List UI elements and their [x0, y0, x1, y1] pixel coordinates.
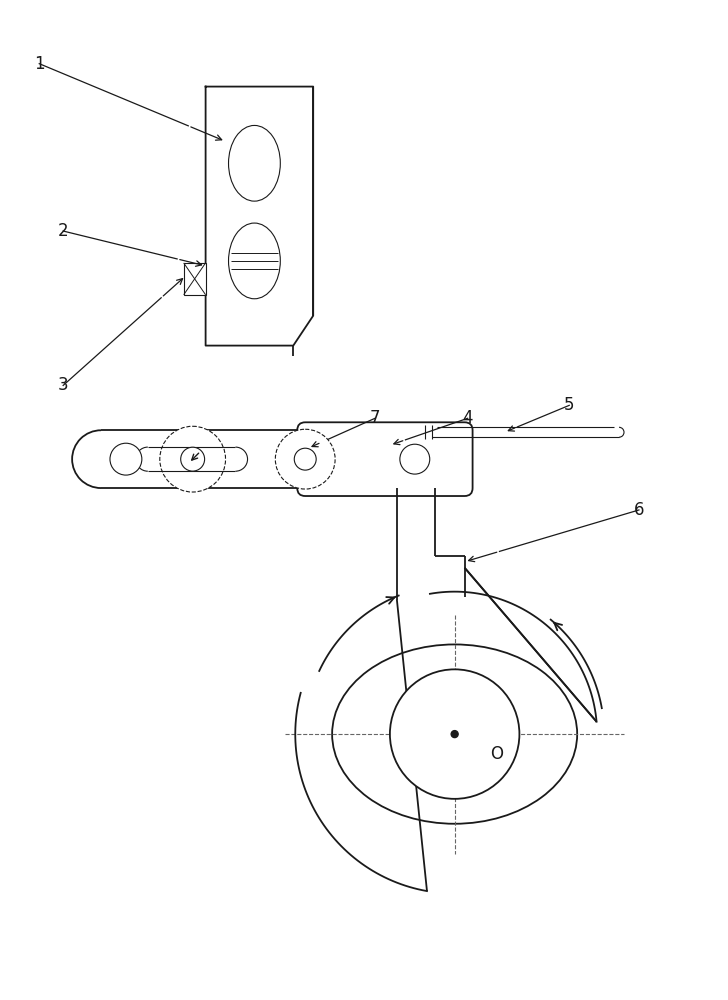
Circle shape — [181, 447, 205, 471]
Text: 1: 1 — [34, 55, 44, 73]
FancyBboxPatch shape — [297, 422, 472, 496]
Text: 2: 2 — [58, 222, 68, 240]
Text: 6: 6 — [633, 501, 644, 519]
Circle shape — [451, 731, 458, 738]
Circle shape — [275, 429, 335, 489]
Circle shape — [294, 448, 316, 470]
Ellipse shape — [332, 644, 577, 824]
Text: 7: 7 — [370, 409, 380, 427]
Circle shape — [390, 669, 519, 799]
Text: 4: 4 — [462, 409, 473, 427]
Text: 3: 3 — [58, 376, 68, 394]
Text: O: O — [490, 745, 503, 763]
Circle shape — [110, 443, 142, 475]
Ellipse shape — [229, 223, 280, 299]
Circle shape — [400, 444, 430, 474]
Ellipse shape — [229, 125, 280, 201]
Bar — [183, 263, 205, 295]
Text: 5: 5 — [564, 396, 574, 414]
Circle shape — [159, 426, 226, 492]
